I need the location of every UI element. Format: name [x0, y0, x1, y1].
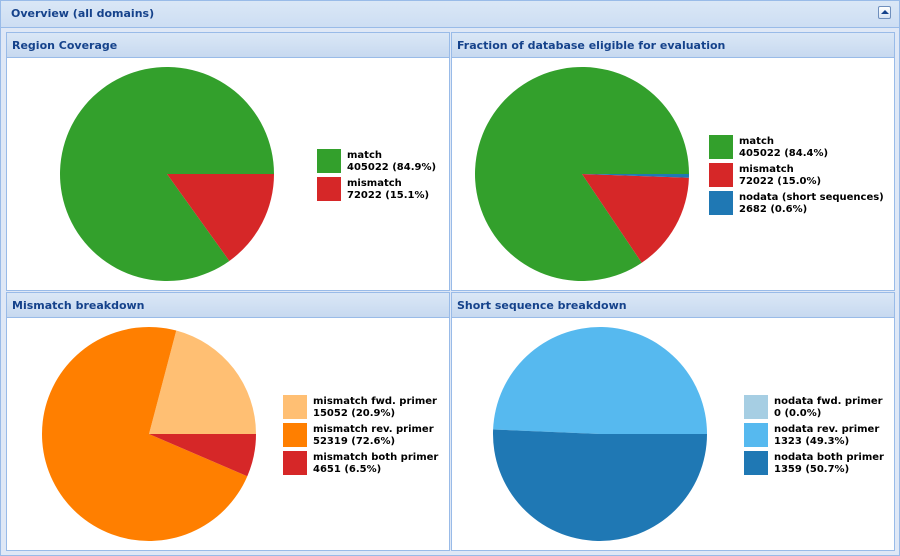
pie-slice-mismatch-fwd-primer	[149, 330, 256, 434]
legend-value: 72022 (15.1%)	[347, 190, 430, 201]
pie-slice-nodata-both-primer	[493, 429, 707, 542]
legend-text: mismatch both primer 4651 (6.5%)	[313, 452, 438, 476]
legend-text: mismatch 72022 (15.0%)	[739, 164, 821, 188]
mismatch-breakdown-pie	[42, 327, 256, 541]
panel-title: Short sequence breakdown	[457, 299, 627, 312]
panel-title: Fraction of database eligible for evalua…	[457, 39, 726, 52]
window-header: Overview (all domains)	[1, 1, 899, 28]
panel-header: Short sequence breakdown	[452, 293, 894, 318]
legend-swatch	[317, 177, 341, 201]
legend-text: nodata fwd. primer 0 (0.0%)	[774, 396, 883, 420]
legend-value: 1359 (50.7%)	[774, 464, 850, 475]
eligible-fraction-panel: Fraction of database eligible for evalua…	[451, 32, 895, 291]
legend-swatch	[317, 149, 341, 173]
legend-text: match 405022 (84.9%)	[347, 150, 436, 174]
legend-swatch	[744, 423, 768, 447]
pie-slice-mismatch	[167, 174, 274, 261]
legend-text: mismatch rev. primer 52319 (72.6%)	[313, 424, 434, 448]
legend-text: nodata rev. primer 1323 (49.3%)	[774, 424, 879, 448]
legend-text: mismatch fwd. primer 15052 (20.9%)	[313, 396, 437, 420]
pie-slice-mismatch-both-primer	[149, 434, 256, 477]
legend-text: nodata both primer 1359 (50.7%)	[774, 452, 884, 476]
legend-value: 2682 (0.6%)	[739, 204, 808, 215]
legend-swatch	[283, 423, 307, 447]
short-sequence-pie	[493, 327, 707, 542]
panel-header: Mismatch breakdown	[7, 293, 449, 318]
legend-swatch	[283, 395, 307, 419]
legend-value: 15052 (20.9%)	[313, 408, 396, 419]
mismatch-breakdown-panel: Mismatch breakdown mismatch fwd. primer 1…	[6, 292, 450, 551]
pie-slice-nodata-short-sequences	[582, 174, 689, 178]
legend-value: 4651 (6.5%)	[313, 464, 382, 475]
legend-label: mismatch rev. primer	[313, 424, 434, 435]
short-sequence-panel: Short sequence breakdown nodata fwd. pri…	[451, 292, 895, 551]
legend-label: nodata both primer	[774, 452, 884, 463]
legend-value: 405022 (84.9%)	[347, 162, 437, 173]
legend-label: mismatch	[347, 178, 402, 189]
region-coverage-pie	[59, 67, 274, 282]
legend-value: 1323 (49.3%)	[774, 436, 850, 447]
panel-header: Region Coverage	[7, 33, 449, 58]
legend-swatch	[709, 135, 733, 159]
legend-value: 72022 (15.0%)	[739, 176, 822, 187]
legend-swatch	[283, 451, 307, 475]
legend-swatch	[709, 163, 733, 187]
pie-slice-match	[59, 67, 274, 282]
region-coverage-panel: Region Coverage match 405022 (84.9%) misma…	[6, 32, 450, 291]
legend-swatch	[744, 451, 768, 475]
legend-label: nodata (short sequences)	[739, 192, 884, 203]
legend-text: match 405022 (84.4%)	[739, 136, 828, 160]
legend-label: match	[347, 150, 382, 161]
legend-swatch	[744, 395, 768, 419]
legend-value: 52319 (72.6%)	[313, 436, 396, 447]
panel-header: Fraction of database eligible for evalua…	[452, 33, 894, 58]
panel-title: Mismatch breakdown	[12, 299, 145, 312]
window-title: Overview (all domains)	[11, 7, 155, 20]
legend-swatch	[709, 191, 733, 215]
collapse-up-icon[interactable]	[878, 6, 891, 19]
pie-slice-mismatch	[582, 174, 689, 263]
pie-slice-nodata-rev-primer	[493, 327, 707, 434]
legend-text: nodata (short sequences) 2682 (0.6%)	[739, 192, 884, 216]
legend-label: nodata fwd. primer	[774, 396, 883, 407]
legend-text: mismatch 72022 (15.1%)	[347, 178, 429, 202]
pie-slice-match	[474, 66, 689, 282]
pie-slice-mismatch-rev-primer	[42, 327, 248, 541]
legend-value: 405022 (84.4%)	[739, 148, 829, 159]
panel-title: Region Coverage	[12, 39, 118, 52]
legend-label: mismatch	[739, 164, 794, 175]
legend-value: 0 (0.0%)	[774, 408, 822, 419]
legend-label: mismatch fwd. primer	[313, 396, 437, 407]
legend-label: mismatch both primer	[313, 452, 439, 463]
legend-label: nodata rev. primer	[774, 424, 880, 435]
legend-label: match	[739, 136, 774, 147]
eligible-fraction-pie	[474, 66, 689, 282]
